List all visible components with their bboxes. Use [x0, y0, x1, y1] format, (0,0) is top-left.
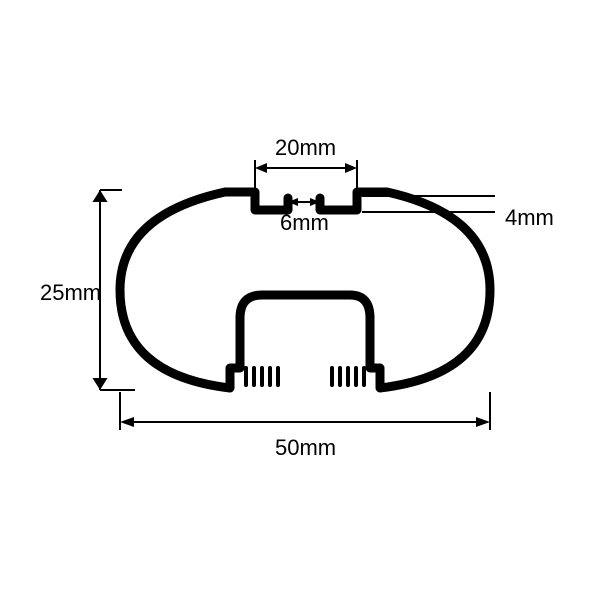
- dim-width-label: 50mm: [275, 435, 336, 460]
- dim-width-arrow-l: [120, 417, 134, 427]
- dim-height-arrow-bot: [95, 378, 105, 390]
- grip-teeth-left: [246, 368, 278, 385]
- dim-height-arrow-top: [95, 190, 105, 202]
- dim-4-label: 4mm: [505, 205, 554, 230]
- grip-teeth-right: [332, 368, 364, 385]
- dim-6-label: 6mm: [280, 210, 329, 235]
- dim-height-label: 25mm: [40, 280, 101, 305]
- dim-width-arrow-r: [476, 417, 490, 427]
- dim-20-label: 20mm: [275, 135, 336, 160]
- dim-20-arrow-l: [255, 163, 267, 173]
- dim-20-arrow-r: [345, 163, 357, 173]
- cross-section-diagram: 25mm 50mm 20mm 6mm 4mm: [0, 0, 600, 600]
